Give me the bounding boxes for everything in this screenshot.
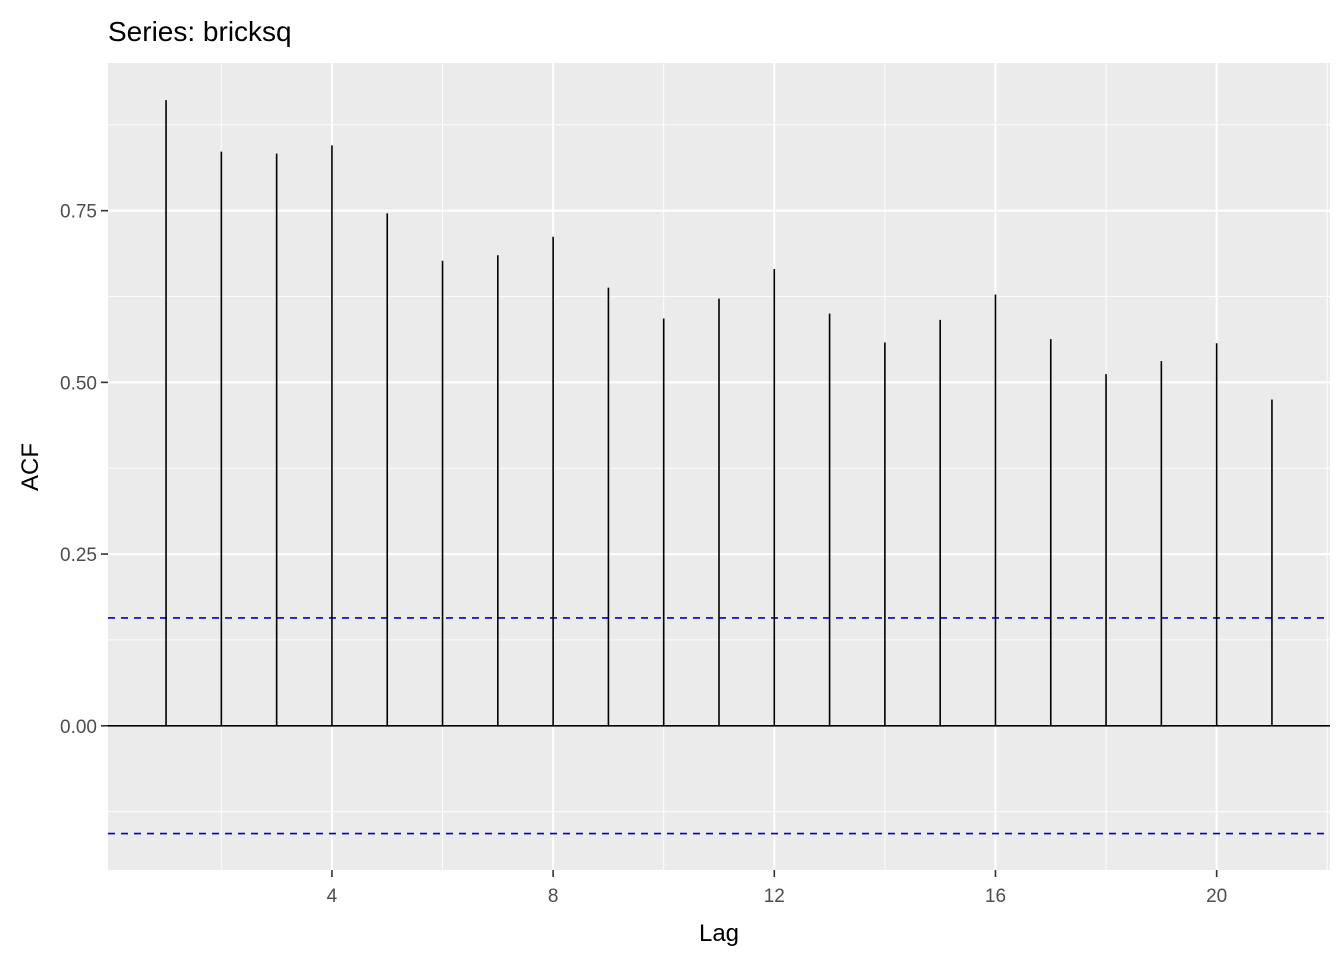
x-tick-label: 4 (327, 886, 338, 907)
y-tick-label: 0.75 (60, 202, 97, 223)
y-tick-label: 0.00 (60, 717, 97, 738)
y-axis-label: ACF (17, 443, 44, 491)
chart-title: Series: bricksq (108, 16, 292, 47)
x-axis-ticks: 4 8 12 16 20 (327, 870, 1227, 907)
y-tick-label: 0.25 (60, 545, 97, 566)
y-tick-label: 0.50 (60, 373, 97, 394)
acf-bars (165, 100, 1273, 726)
x-tick-label: 8 (548, 886, 559, 907)
y-axis-ticks: 0.00 0.25 0.50 0.75 (60, 202, 108, 738)
x-axis-label: Lag (699, 920, 739, 947)
grid-minor-y (108, 124, 1330, 813)
x-tick-label: 16 (985, 886, 1006, 907)
x-tick-label: 20 (1206, 886, 1227, 907)
x-tick-label: 12 (764, 886, 785, 907)
